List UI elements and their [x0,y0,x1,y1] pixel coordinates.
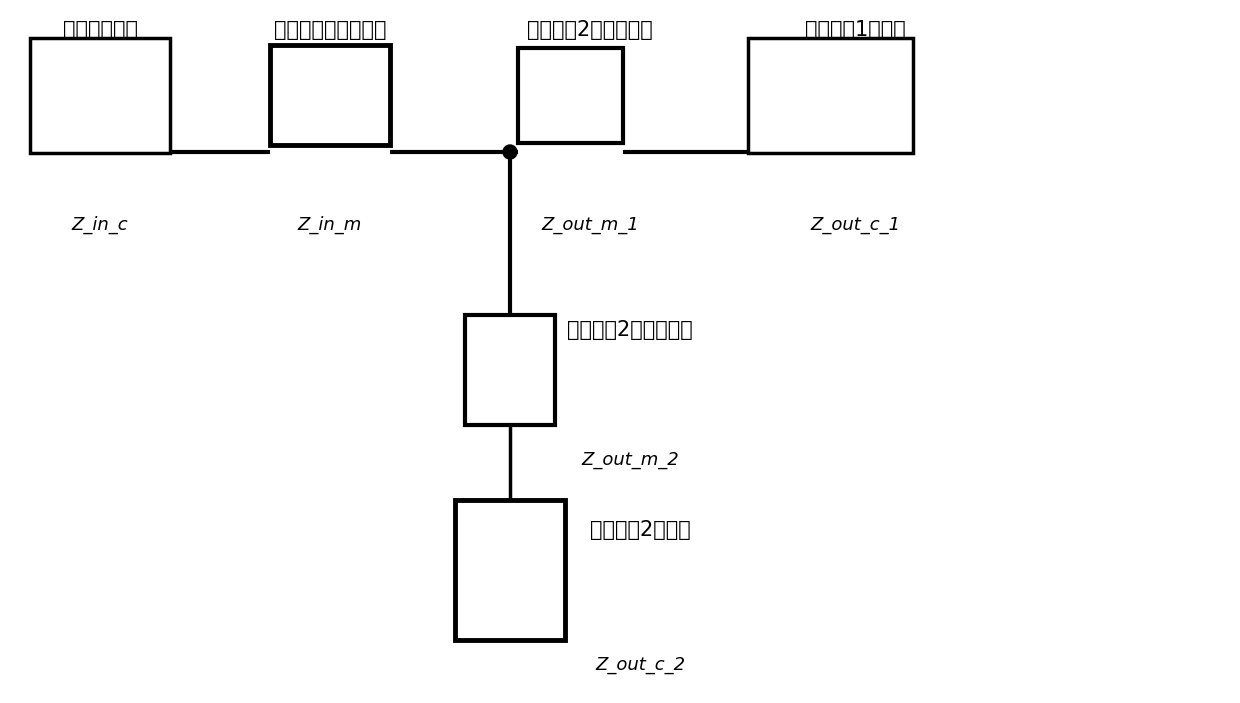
Text: Z_in_c: Z_in_c [72,216,128,234]
Bar [270,45,391,145]
Bar [517,48,622,143]
Text: Z_out_m_2: Z_out_m_2 [582,451,678,469]
Text: 输出端口2传输线: 输出端口2传输线 [590,520,691,540]
Text: Z_in_m: Z_in_m [298,216,362,234]
Text: 输入端口阻抗匹配段: 输入端口阻抗匹配段 [274,20,386,40]
Text: Z_out_c_2: Z_out_c_2 [595,656,684,674]
Text: Z_out_m_1: Z_out_m_1 [541,216,639,234]
Text: 输出端口2阻抗匹配段: 输出端口2阻抗匹配段 [567,320,693,340]
Text: Z_out_c_1: Z_out_c_1 [810,216,900,234]
Bar [465,315,556,425]
Bar [455,500,565,640]
Circle shape [503,145,517,159]
Text: 输出端口1传输线: 输出端口1传输线 [805,20,905,40]
Bar [748,37,913,153]
Text: 输入端传输线: 输入端传输线 [62,20,138,40]
Bar [30,37,170,153]
Text: 输出端口2阻抗匹配段: 输出端口2阻抗匹配段 [527,20,653,40]
